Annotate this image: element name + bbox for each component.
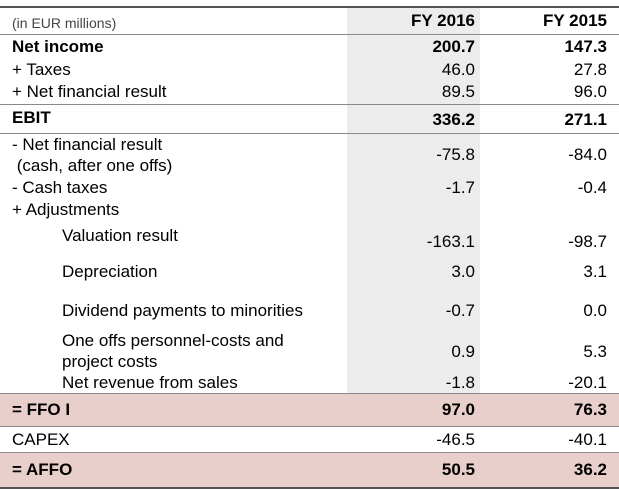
row-label-valuation-result: Valuation result	[62, 226, 178, 245]
row-label-line2: (cash, after one offs)	[12, 156, 173, 175]
row-value-fy2016: -0.7	[445, 301, 475, 320]
row-label-net-revenue-from-sales: Net revenue from sales	[62, 373, 238, 392]
row-value-fy2016: -1.8	[445, 373, 475, 392]
row-value-fy2015: -20.1	[568, 373, 607, 392]
row-value-fy2015: 27.8	[573, 60, 607, 79]
row-label-affo: = AFFO	[12, 460, 73, 479]
unit-label: (in EUR millions)	[12, 15, 117, 31]
top-rule	[0, 6, 619, 8]
row-label-capex: CAPEX	[12, 430, 70, 449]
row-label-dividend-payments: Dividend payments to minorities	[62, 301, 303, 320]
row-label-ebit: EBIT	[12, 108, 51, 127]
row-value-fy2015: -40.1	[568, 430, 607, 449]
row-value-fy2015: 3.1	[583, 262, 607, 281]
row-value-fy2015: 96.0	[573, 82, 607, 101]
row-value-fy2016: -75.8	[436, 145, 475, 164]
rule-after-ffo	[0, 426, 619, 427]
row-label-line1: - Net financial result	[12, 135, 163, 154]
row-value-fy2015: 271.1	[564, 110, 607, 129]
row-value-fy2016: -46.5	[436, 430, 475, 449]
row-value-fy2016: -1.7	[445, 178, 475, 197]
row-value-fy2016: 46.0	[441, 60, 475, 79]
rule-after-ebit	[0, 133, 619, 134]
row-value-fy2015: 76.3	[573, 400, 607, 419]
fy2016-column-shade	[347, 8, 480, 393]
row-label-adjustments: + Adjustments	[12, 200, 120, 219]
column-header-fy2015: FY 2015	[543, 11, 607, 30]
row-label-net-financial-result-cash: - Net financial result (cash, after one …	[12, 134, 172, 176]
row-value-fy2016: -163.1	[426, 232, 475, 251]
row-value-fy2016: 50.5	[441, 460, 475, 479]
affo-highlight-band	[0, 452, 619, 487]
row-label-line2: project costs	[62, 352, 158, 371]
row-value-fy2016: 336.2	[432, 110, 475, 129]
row-label-net-financial-result: + Net financial result	[12, 82, 167, 101]
row-value-fy2016: 89.5	[441, 82, 475, 101]
row-label-taxes: + Taxes	[12, 60, 71, 79]
row-value-fy2015: 36.2	[573, 460, 607, 479]
row-value-fy2015: 5.3	[583, 342, 607, 361]
row-value-fy2016: 200.7	[432, 37, 475, 56]
row-value-fy2016: 3.0	[451, 262, 475, 281]
row-value-fy2015: -98.7	[568, 232, 607, 251]
row-value-fy2016: 97.0	[441, 400, 475, 419]
bottom-rule	[0, 487, 619, 489]
row-value-fy2015: -0.4	[577, 178, 607, 197]
row-value-fy2015: 147.3	[564, 37, 607, 56]
rule-before-ffo	[0, 393, 619, 394]
row-label-line1: One offs personnel-costs and	[62, 331, 284, 350]
row-value-fy2016: 0.9	[451, 342, 475, 361]
row-label-one-offs: One offs personnel-costs and project cos…	[62, 330, 284, 372]
row-label-net-income: Net income	[12, 37, 104, 56]
row-label-ffo: = FFO I	[12, 400, 71, 419]
row-label-cash-taxes: - Cash taxes	[12, 178, 108, 197]
rule-before-affo	[0, 452, 619, 453]
ffo-highlight-band	[0, 394, 619, 426]
row-value-fy2015: -84.0	[568, 145, 607, 164]
row-value-fy2015: 0.0	[583, 301, 607, 320]
rule-before-ebit	[0, 104, 619, 105]
header-rule	[0, 34, 619, 35]
row-label-depreciation: Depreciation	[62, 262, 158, 281]
column-header-fy2016: FY 2016	[411, 11, 475, 30]
